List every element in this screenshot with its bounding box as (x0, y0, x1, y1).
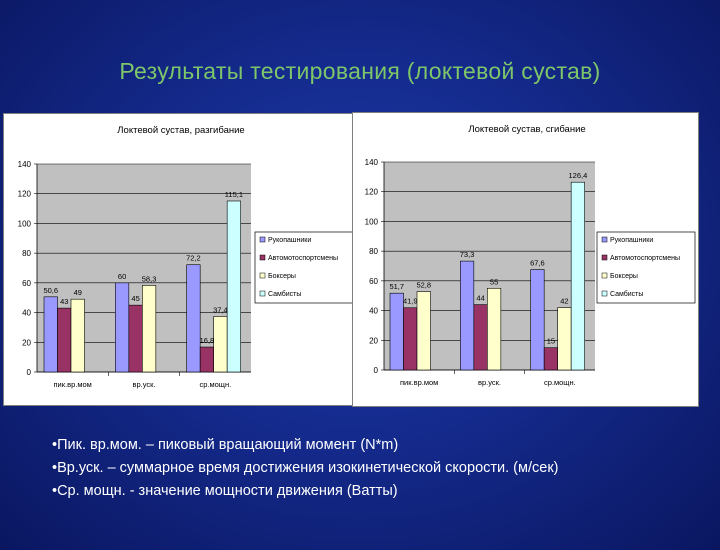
data-label: 42 (560, 297, 568, 306)
chart-extension-panel: Локтевой сустав, разгибание 0 20 40 60 80 100 1… (3, 113, 356, 406)
data-label: 49 (74, 288, 82, 297)
data-label: 115,1 (225, 190, 243, 199)
data-label: 50,6 (43, 286, 58, 295)
bar-1-1 (43, 296, 58, 373)
y-tick-label: 100 (365, 217, 379, 226)
x-category-label: пик.вр.мом (53, 380, 91, 389)
y-tick-label: 140 (365, 158, 379, 167)
legend-entry: Рукопашники (610, 237, 653, 244)
legend-swatch (601, 236, 608, 243)
x-category-label: вр.уск. (478, 378, 501, 387)
legend-entry: Рукопашники (268, 237, 311, 244)
bar-1-2 (460, 260, 475, 371)
legend-swatch (259, 236, 266, 243)
y-tick-label: 120 (18, 190, 32, 199)
y-tick-label: 20 (369, 336, 378, 345)
data-label: 16,8 (200, 336, 215, 345)
data-label: 15 (547, 337, 555, 346)
legend-swatch (601, 290, 608, 297)
chart-title: Локтевой сустав, сгибание (468, 124, 585, 135)
data-label: 126,4 (569, 171, 588, 180)
bar-4-3 (570, 181, 585, 371)
y-tick-label: 60 (22, 279, 31, 288)
chart-title: Локтевой сустав, разгибание (117, 125, 244, 136)
x-category-label: ср.мощн. (544, 378, 576, 387)
bar-1-3 (186, 264, 201, 373)
bar-2-1 (57, 307, 72, 373)
bar-3-2 (487, 287, 502, 371)
chart-flexion: Локтевой сустав, сгибание 0 20 40 60 80 100 120… (365, 124, 696, 387)
bar-2-3 (199, 346, 214, 373)
y-tick-label: 80 (369, 247, 378, 256)
y-tick-label: 0 (374, 366, 379, 375)
legend-swatch (259, 290, 266, 297)
data-label: 73,3 (460, 250, 475, 259)
bar-4-3 (226, 200, 241, 373)
data-label: 67,6 (530, 259, 545, 268)
bar-1-3 (530, 269, 545, 371)
bar-2-3 (543, 347, 558, 371)
bar-3-1 (70, 298, 85, 373)
data-label: 60 (118, 272, 126, 281)
y-tick-label: 20 (22, 338, 31, 347)
bar-3-3 (557, 307, 572, 371)
y-tick-label: 40 (22, 309, 31, 318)
legend-swatch (259, 272, 266, 279)
y-tick-label: 120 (365, 188, 379, 197)
x-category-label: пик.вр.мом (400, 378, 438, 387)
y-tick-label: 0 (27, 368, 32, 377)
bar-2-1 (403, 307, 418, 371)
slide-title: Результаты тестирования (локтевой сустав… (119, 58, 601, 84)
data-label: 58,3 (142, 274, 157, 283)
legend-entry: Боксеры (268, 273, 296, 280)
chart-extension: Локтевой сустав, разгибание 0 20 40 60 80 100 1… (18, 125, 354, 389)
legend-box (596, 231, 696, 304)
bar-3-2 (142, 285, 157, 373)
y-tick-label: 40 (369, 307, 378, 316)
y-tick-label: 60 (369, 277, 378, 286)
legend-entry: Автомотоспортсмены (268, 255, 338, 262)
note-average-power: •Ср. мощн. - значение мощности движения … (52, 483, 398, 499)
x-category-label: ср.мощн. (199, 380, 231, 389)
bar-1-2 (115, 282, 130, 373)
legend-box (254, 231, 354, 304)
legend-swatch (601, 254, 608, 261)
legend-swatch (259, 254, 266, 261)
x-category-label: вр.уск. (132, 380, 155, 389)
data-label: 45 (131, 294, 139, 303)
data-label: 43 (60, 297, 68, 306)
note-acceleration-time: •Вр.уск. – суммарное время достижения из… (52, 460, 559, 476)
bar-2-2 (473, 304, 488, 371)
data-label: 51,7 (389, 282, 404, 291)
data-label: 72,2 (186, 254, 201, 263)
y-tick-label: 100 (18, 219, 32, 228)
notes-list: •Пик. вр.мом. – пиковый вращающий момент… (52, 434, 559, 503)
note-peak-torque: •Пик. вр.мом. – пиковый вращающий момент… (52, 437, 399, 453)
data-label: 52,8 (416, 281, 431, 290)
legend-entry: Самбисты (268, 290, 301, 298)
bar-3-3 (213, 316, 228, 373)
chart-flexion-panel: Локтевой сустав, сгибание 0 20 40 60 80 100 120… (352, 112, 699, 407)
bar-2-2 (128, 304, 143, 373)
y-tick-label: 80 (22, 249, 31, 258)
y-tick-label: 140 (18, 160, 32, 169)
data-label: 44 (476, 294, 484, 303)
data-label: 41,9 (403, 297, 418, 306)
data-label: 55 (490, 277, 498, 286)
bar-3-1 (416, 291, 431, 371)
legend-swatch (601, 272, 608, 279)
legend-entry: Боксеры (610, 273, 638, 280)
data-label: 37,4 (213, 305, 228, 314)
bar-1-1 (389, 292, 404, 371)
legend-entry: Автомотоспортсмены (610, 255, 680, 262)
legend-entry: Самбисты (610, 290, 643, 298)
